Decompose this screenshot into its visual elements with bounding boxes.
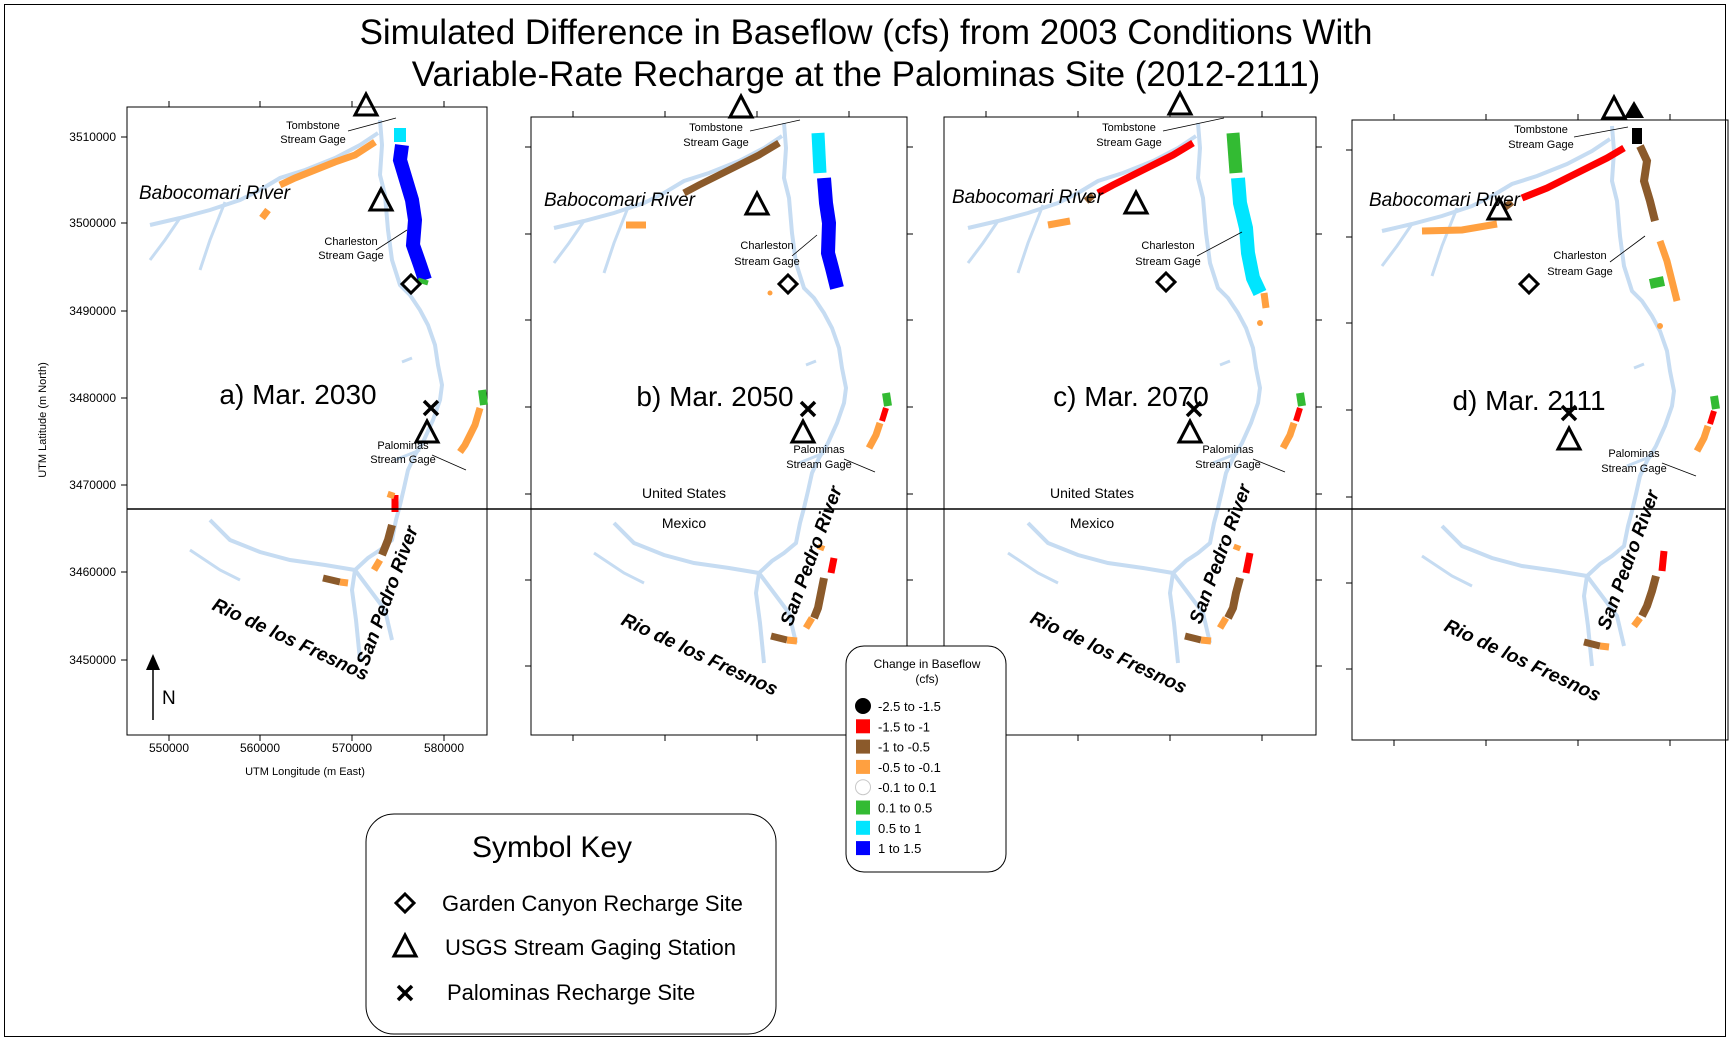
babocomari-label: Babocomari River xyxy=(1369,190,1521,211)
legend-item-label: -1 to -0.5 xyxy=(878,740,930,755)
palominas-label-line1: Palominas xyxy=(793,444,845,456)
charleston-label-line1: Charleston xyxy=(324,236,377,248)
legend-title-line2: (cfs) xyxy=(915,672,938,686)
y-tick-label: 3460000 xyxy=(69,565,116,579)
san-pedro-label: San Pedro River xyxy=(777,482,847,629)
reach-babocomari xyxy=(278,139,377,189)
panel-a-label: a) Mar. 2030 xyxy=(219,379,376,410)
panel-d-map xyxy=(1380,95,1720,668)
x-tick-label: 550000 xyxy=(149,741,189,755)
x-axis-label: UTM Longitude (m East) xyxy=(245,766,365,778)
charleston-label-line2: Stream Gage xyxy=(1547,266,1612,278)
panel-a-map xyxy=(148,92,488,662)
mexico-label: Mexico xyxy=(662,515,707,531)
symbol-key-item: Garden Canyon Recharge Site xyxy=(442,891,743,916)
legend-swatch xyxy=(856,800,870,815)
tombstone-label-line1: Tombstone xyxy=(689,122,743,134)
panel-c-label: c) Mar. 2070 xyxy=(1053,381,1209,412)
charleston-label-line1: Charleston xyxy=(740,240,793,252)
tombstone-label-line1: Tombstone xyxy=(286,120,340,132)
symbol-key-item: USGS Stream Gaging Station xyxy=(445,935,736,960)
legend-swatch xyxy=(855,698,871,714)
tombstone-label-line2: Stream Gage xyxy=(1508,139,1573,151)
legend-swatch xyxy=(855,779,871,796)
legend-swatch xyxy=(856,841,870,856)
x-axis-ticks xyxy=(168,101,445,741)
charleston-label-line2: Stream Gage xyxy=(1135,256,1200,268)
panel-d-label: d) Mar. 2111 xyxy=(1452,385,1605,416)
x-tick-label: 560000 xyxy=(240,741,280,755)
panel-a-frame xyxy=(126,106,488,736)
figure-frame xyxy=(4,4,1726,1037)
tombstone-label-line1: Tombstone xyxy=(1102,122,1156,134)
us-label: United States xyxy=(1050,485,1134,501)
charleston-label-line2: Stream Gage xyxy=(318,250,383,262)
tombstone-label-line2: Stream Gage xyxy=(280,134,345,146)
babocomari-label: Babocomari River xyxy=(952,187,1104,208)
palominas-label-line2: Stream Gage xyxy=(370,454,435,466)
panel-c-map xyxy=(966,91,1306,665)
panel-c-frame xyxy=(943,116,1317,736)
y-axis-label: UTM Latitude (m North) xyxy=(37,362,49,478)
y-tick-label: 3450000 xyxy=(69,653,116,667)
rio-fresnos-label: Rio de los Fresnos xyxy=(209,595,372,686)
legend-item-label: -1.5 to -1 xyxy=(878,719,930,734)
legend-swatch xyxy=(856,739,870,754)
tombstone-label-line1: Tombstone xyxy=(1514,124,1568,136)
symbol-key-item: Palominas Recharge Site xyxy=(447,980,695,1005)
babocomari-label: Babocomari River xyxy=(544,190,696,211)
symbol-key: Symbol Key Garden Canyon Recharge Site U… xyxy=(365,813,777,1035)
y-tick-label: 3470000 xyxy=(69,478,116,492)
panel-b-label: b) Mar. 2050 xyxy=(636,381,793,412)
charleston-label-line1: Charleston xyxy=(1141,240,1194,252)
legend-item-label: 0.5 to 1 xyxy=(878,821,921,836)
palominas-label-line1: Palominas xyxy=(377,440,429,452)
legend-item-label: 1 to 1.5 xyxy=(878,841,921,856)
palominas-label-line1: Palominas xyxy=(1608,448,1660,460)
rio-fresnos-label: Rio de los Fresnos xyxy=(1441,616,1604,707)
legend-item-label: -2.5 to -1.5 xyxy=(878,699,941,714)
panel-d-frame xyxy=(1351,119,1729,741)
legend-swatch xyxy=(856,719,870,734)
rio-fresnos-label: Rio de los Fresnos xyxy=(618,610,781,701)
palominas-label-line2: Stream Gage xyxy=(1601,463,1666,475)
tombstone-arrow-icon xyxy=(1624,101,1644,118)
y-axis-ticks xyxy=(121,136,127,661)
panel-b-frame xyxy=(530,116,908,736)
us-label: United States xyxy=(642,485,726,501)
legend-title-line1: Change in Baseflow xyxy=(874,657,981,671)
tombstone-label-line2: Stream Gage xyxy=(1096,137,1161,149)
x-tick-label: 570000 xyxy=(332,741,372,755)
title-line-2: Variable-Rate Recharge at the Palominas … xyxy=(412,55,1321,94)
y-tick-label: 3480000 xyxy=(69,391,116,405)
rio-fresnos-label: Rio de los Fresnos xyxy=(1027,608,1190,699)
y-tick-label: 3500000 xyxy=(69,216,116,230)
charleston-label-line1: Charleston xyxy=(1553,250,1606,262)
tombstone-label-line2: Stream Gage xyxy=(683,137,748,149)
palominas-label-line2: Stream Gage xyxy=(1195,459,1260,471)
palominas-label-line2: Stream Gage xyxy=(786,459,851,471)
north-arrow-icon xyxy=(146,654,160,720)
x-tick-label: 580000 xyxy=(424,741,464,755)
charleston-label-line2: Stream Gage xyxy=(734,256,799,268)
north-label: N xyxy=(162,688,176,709)
legend-item-label: 0.1 to 0.5 xyxy=(878,801,932,816)
reach-blue xyxy=(392,144,432,283)
mexico-label: Mexico xyxy=(1070,515,1115,531)
baseflow-legend: Change in Baseflow (cfs) -2.5 to -1.5 -1.… xyxy=(845,645,1007,873)
legend-swatch xyxy=(856,759,870,774)
y-tick-label: 3510000 xyxy=(69,130,116,144)
title-line-1: Simulated Difference in Baseflow (cfs) f… xyxy=(360,13,1373,52)
legend-item-label: -0.5 to -0.1 xyxy=(878,760,941,775)
legend-item-label: -0.1 to 0.1 xyxy=(878,780,937,795)
y-tick-label: 3490000 xyxy=(69,304,116,318)
panel-b-map xyxy=(552,94,892,665)
symbol-key-title: Symbol Key xyxy=(472,831,632,864)
babocomari-label: Babocomari River xyxy=(139,183,291,204)
legend-swatch xyxy=(856,820,870,835)
palominas-label-line1: Palominas xyxy=(1202,444,1254,456)
